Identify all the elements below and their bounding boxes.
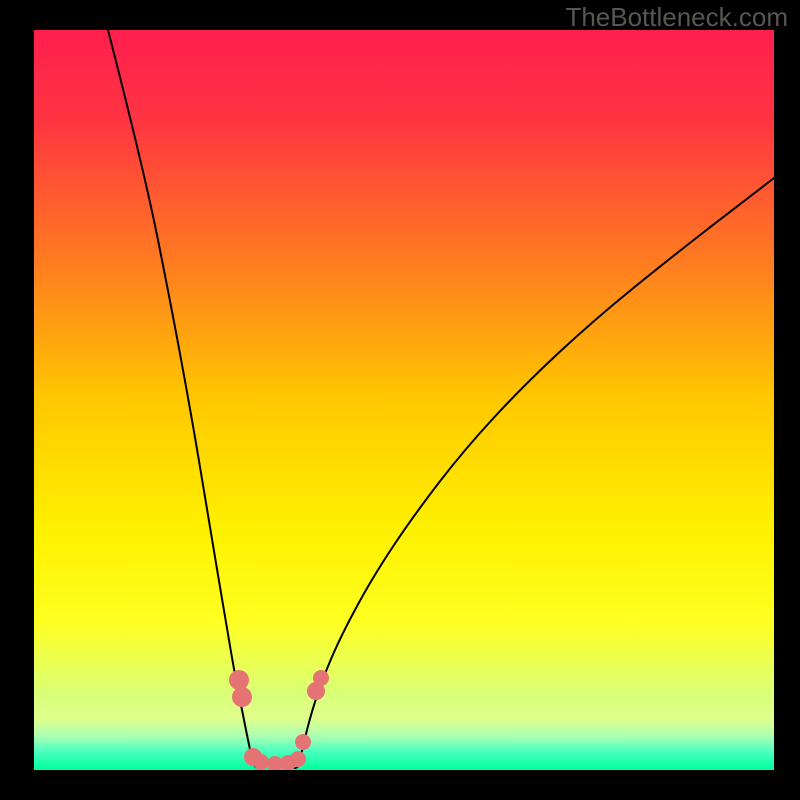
data-marker — [313, 670, 329, 686]
watermark-text: TheBottleneck.com — [565, 2, 788, 33]
chart-svg — [34, 30, 774, 770]
data-marker — [295, 734, 311, 750]
data-marker — [232, 687, 252, 707]
data-marker — [229, 670, 249, 690]
gradient-background — [34, 30, 774, 770]
data-marker — [253, 754, 269, 770]
chart-area — [34, 30, 774, 770]
data-marker — [290, 751, 306, 767]
